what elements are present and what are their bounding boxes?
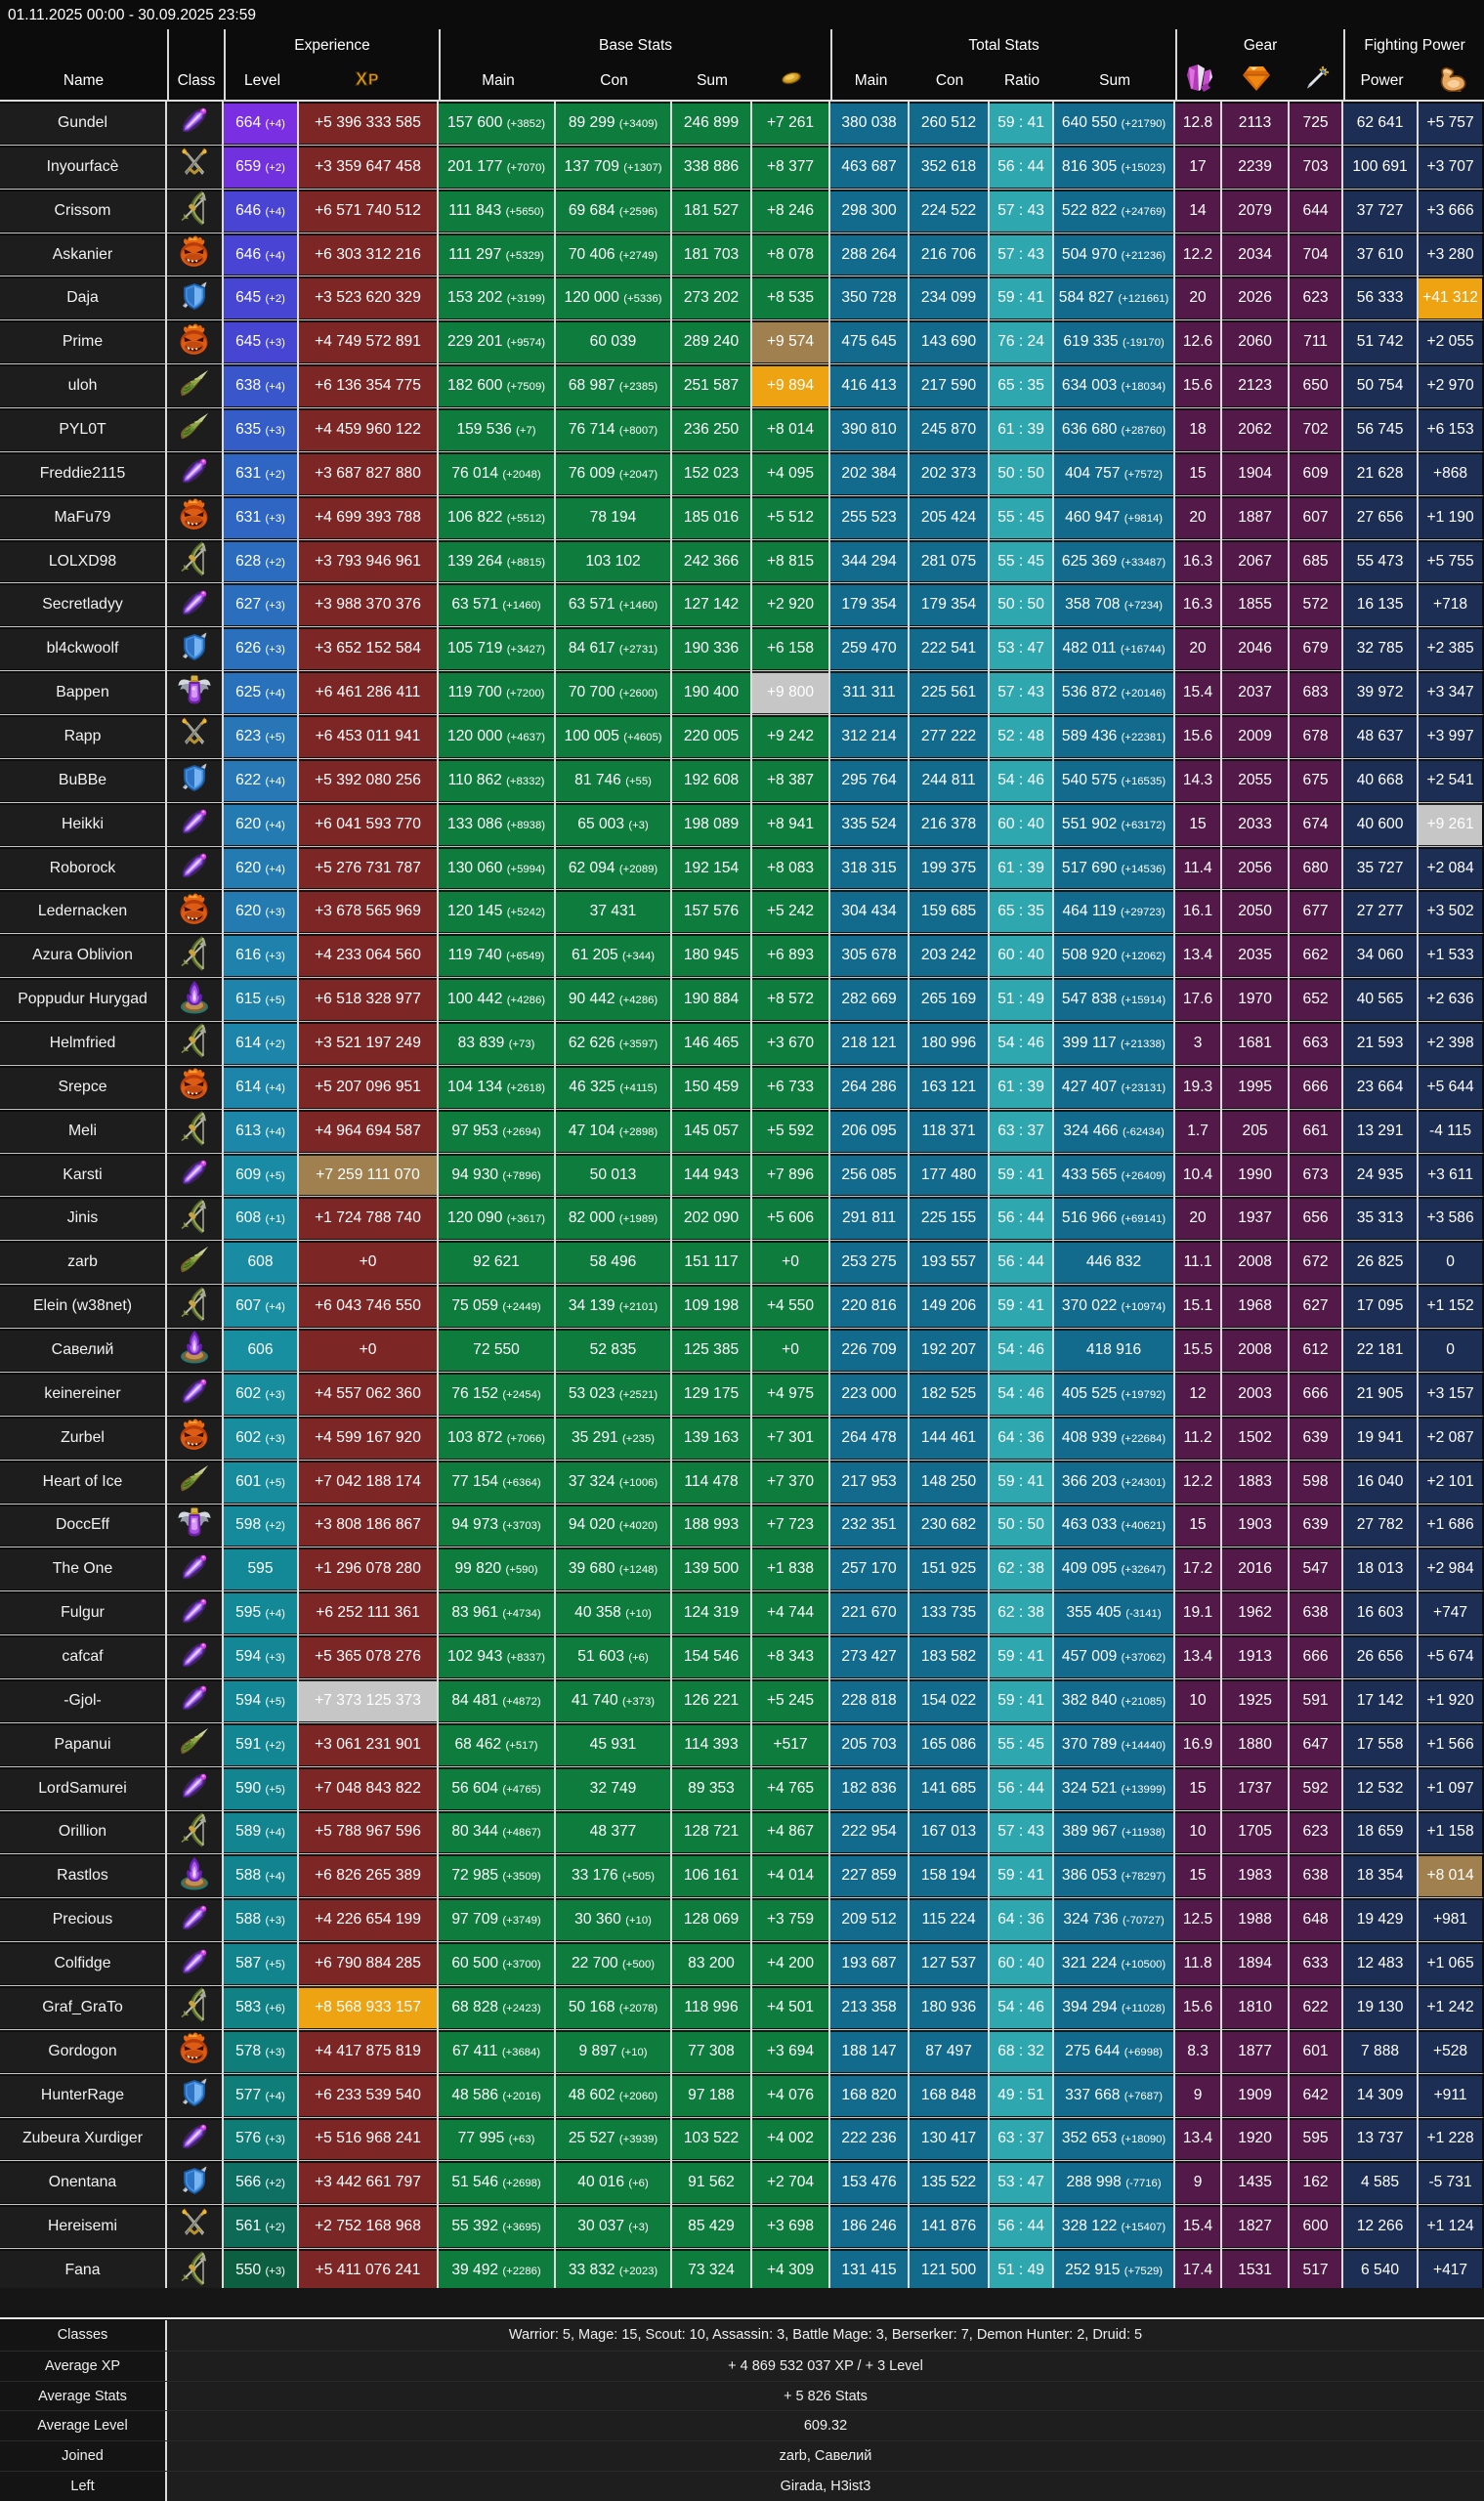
svg-text:X: X — [356, 69, 367, 89]
svg-text:P: P — [368, 72, 378, 89]
